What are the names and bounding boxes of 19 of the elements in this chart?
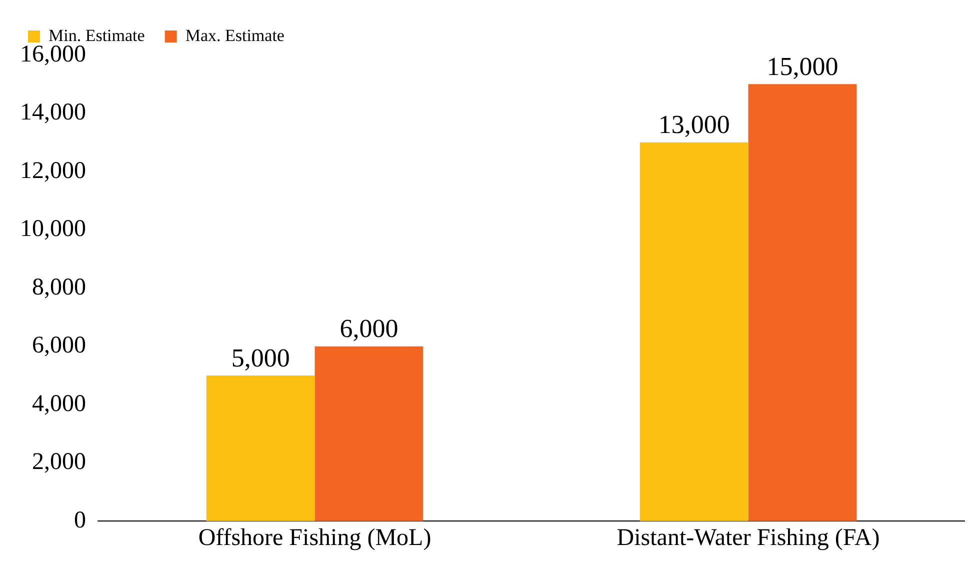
x-tick-label: Distant-Water Fishing (FA) bbox=[616, 524, 880, 551]
bar bbox=[640, 142, 748, 522]
data-label: 5,000 bbox=[231, 343, 290, 372]
data-label: 6,000 bbox=[340, 314, 398, 344]
data-label: 15,000 bbox=[766, 52, 838, 81]
y-tick-label: 4,000 bbox=[32, 390, 86, 417]
legend-label: Max. Estimate bbox=[185, 26, 284, 45]
bar bbox=[748, 84, 857, 522]
y-tick-label: 14,000 bbox=[20, 100, 86, 126]
x-tick-label: Offshore Fishing (MoL) bbox=[198, 524, 432, 551]
y-tick-label: 0 bbox=[74, 507, 86, 534]
bar bbox=[206, 376, 315, 522]
y-tick-label: 2,000 bbox=[32, 449, 86, 476]
y-tick-label: 10,000 bbox=[20, 216, 86, 242]
y-tick-label: 6,000 bbox=[32, 332, 86, 359]
y-tick-label: 12,000 bbox=[20, 158, 86, 184]
y-tick-label: 8,000 bbox=[32, 274, 86, 300]
bar bbox=[314, 346, 424, 522]
data-label: 13,000 bbox=[658, 110, 730, 140]
